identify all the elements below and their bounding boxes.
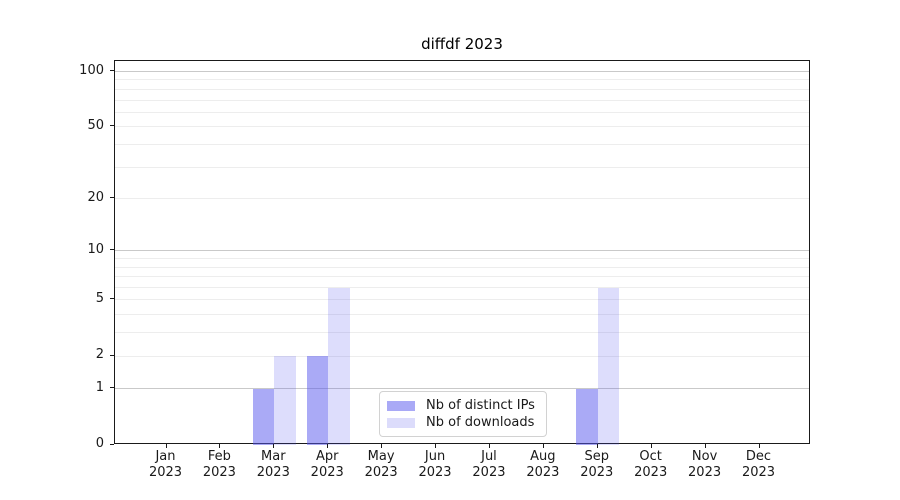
x-tick-month: Nov [691, 449, 718, 464]
bar-distinct-ips-mar [253, 388, 275, 445]
x-tick-label: Apr 2023 [297, 449, 357, 481]
legend-item-downloads: Nb of downloads [387, 416, 537, 430]
x-tick-label: Jun 2023 [405, 449, 465, 481]
bar-downloads-mar [274, 356, 296, 445]
legend: Nb of distinct IPs Nb of downloads [379, 391, 547, 437]
legend-item-distinct-ips: Nb of distinct IPs [387, 399, 537, 413]
gridline-minor [115, 111, 809, 113]
x-tick-month: Feb [207, 449, 231, 464]
x-tick-month: Oct [639, 449, 662, 464]
y-tick-mark [110, 70, 114, 71]
x-tick-month: Jan [155, 449, 176, 464]
gridline-minor [115, 332, 809, 334]
gridline-minor [115, 314, 809, 316]
bar-distinct-ips-sep [576, 388, 598, 445]
x-tick-month: Aug [530, 449, 556, 464]
gridline-minor [115, 99, 809, 101]
x-tick-year: 2023 [472, 465, 506, 480]
x-tick-month: Sep [584, 449, 610, 464]
x-tick-mark [488, 444, 490, 448]
gridline-minor [115, 143, 809, 145]
x-tick-mark [273, 444, 275, 448]
x-tick-mark [165, 444, 167, 448]
gridline-minor [115, 276, 809, 278]
x-tick-month: Dec [745, 449, 772, 464]
x-tick-year: 2023 [580, 465, 614, 480]
x-tick-month: Jul [481, 449, 497, 464]
x-tick-mark [758, 444, 760, 448]
gridline-minor [115, 79, 809, 81]
x-tick-mark [381, 444, 383, 448]
x-tick-year: 2023 [148, 465, 183, 480]
gridline-minor [115, 166, 809, 168]
gridline-minor [115, 198, 809, 200]
y-tick-mark [110, 443, 114, 445]
y-tick-label: 20 [87, 189, 104, 205]
gridline-minor [115, 126, 809, 128]
y-tick-mark [110, 197, 114, 199]
y-tick-label: 50 [87, 117, 104, 133]
bar-downloads-sep [597, 287, 620, 445]
gridline-major [115, 71, 809, 72]
x-tick-year: 2023 [202, 465, 236, 480]
x-tick-month: Jun [424, 449, 446, 464]
x-tick-mark [327, 444, 329, 448]
x-tick-month: Apr [315, 449, 339, 464]
x-tick-label: Jul 2023 [459, 449, 519, 481]
x-tick-year: 2023 [310, 465, 344, 480]
x-tick-mark [650, 444, 652, 448]
gridline-major [115, 388, 809, 390]
plot-area: Nb of distinct IPs Nb of downloads [114, 60, 810, 445]
gridline-minor [115, 355, 809, 357]
y-tick-label: 5 [95, 290, 104, 306]
x-tick-mark [435, 444, 437, 448]
x-tick-label: Mar 2023 [243, 449, 303, 481]
x-tick-month: Mar [261, 449, 286, 464]
y-tick-mark [110, 354, 114, 356]
x-tick-year: 2023 [741, 465, 776, 480]
gridline-minor [115, 88, 809, 90]
legend-swatch-distinct-ips-icon [387, 401, 415, 411]
y-tick-label: 1 [95, 379, 104, 395]
legend-swatch-downloads-icon [387, 418, 415, 428]
y-tick-label: 100 [79, 62, 104, 78]
x-tick-mark [219, 444, 221, 448]
x-tick-mark [596, 444, 598, 448]
x-tick-mark [542, 444, 544, 448]
gridline-minor [115, 299, 809, 301]
legend-label-downloads: Nb of downloads [426, 415, 535, 430]
gridline-minor [115, 258, 809, 260]
x-tick-label: Dec 2023 [729, 449, 789, 481]
y-tick-label: 0 [95, 436, 104, 451]
x-tick-year: 2023 [418, 465, 452, 480]
x-tick-label: Jan 2023 [136, 449, 196, 481]
x-tick-year: 2023 [688, 465, 722, 480]
x-tick-year: 2023 [526, 465, 560, 480]
bar-downloads-apr [328, 287, 350, 445]
y-tick-mark [110, 298, 114, 300]
gridline-major [115, 250, 809, 252]
gridline-minor [115, 266, 809, 268]
x-tick-label: May 2023 [351, 449, 411, 481]
y-tick-mark [110, 125, 114, 127]
x-tick-label: Oct 2023 [621, 449, 681, 481]
gridline-minor [115, 287, 809, 289]
x-tick-label: Sep 2023 [567, 449, 627, 481]
legend-label-distinct-ips: Nb of distinct IPs [426, 398, 535, 413]
x-tick-month: May [367, 449, 395, 464]
x-tick-label: Feb 2023 [189, 449, 249, 481]
y-tick-label: 10 [87, 241, 104, 257]
bar-distinct-ips-apr [306, 356, 329, 445]
x-tick-year: 2023 [364, 465, 398, 480]
x-tick-label: Nov 2023 [675, 449, 735, 481]
x-tick-mark [704, 444, 706, 448]
chart-title: diffdf 2023 [421, 35, 503, 53]
x-tick-year: 2023 [256, 465, 290, 480]
y-tick-mark [110, 249, 114, 251]
y-tick-label: 2 [95, 347, 104, 363]
x-tick-label: Aug 2023 [513, 449, 573, 481]
x-tick-year: 2023 [634, 465, 668, 480]
y-tick-mark [110, 387, 114, 389]
